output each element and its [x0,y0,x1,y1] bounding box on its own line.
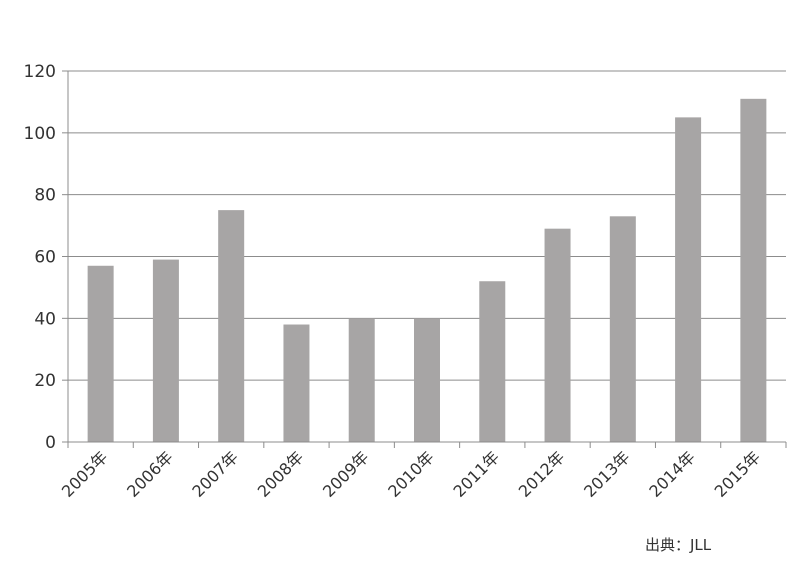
x-category-label: 2012年 [515,447,569,501]
y-tick-label: 60 [34,248,56,268]
x-category-label: 2009年 [319,447,373,501]
x-category-label: 2006年 [123,447,177,501]
bar [740,98,767,442]
x-category-label: 2014年 [645,447,699,501]
x-category-label: 2011年 [450,447,504,501]
x-category-labels: 2005年 2006年 2007年 2008年 2009年 2010年 2011年 2012年… [58,447,764,501]
x-category-label: 2015年 [711,447,765,501]
x-category-label: 2010年 [384,447,438,501]
bar [414,318,440,442]
y-tick-label: 0 [45,433,56,453]
axes [67,71,786,443]
y-tick-labels: 0 20 40 60 80 100 120 [24,62,56,453]
y-tick-label: 100 [24,124,56,144]
x-category-label: 2007年 [188,447,242,501]
gridlines [62,70,787,448]
x-category-label: 2005年 [58,447,112,501]
y-tick-label: 40 [34,309,56,329]
bar [348,318,375,442]
bar [87,265,114,442]
x-category-label: 2008年 [254,447,308,501]
bars [87,98,767,442]
bar [544,228,571,442]
y-tick-label: 120 [24,62,56,82]
y-tick-label: 80 [34,186,56,206]
bar [609,216,636,442]
bar [152,259,179,442]
x-category-label: 2013年 [580,447,634,501]
y-tick-label: 20 [34,371,56,391]
source-note: 出典：JLL [645,536,712,554]
bar [218,210,245,442]
bar [283,324,310,442]
bar [479,281,506,442]
bar [675,117,702,442]
